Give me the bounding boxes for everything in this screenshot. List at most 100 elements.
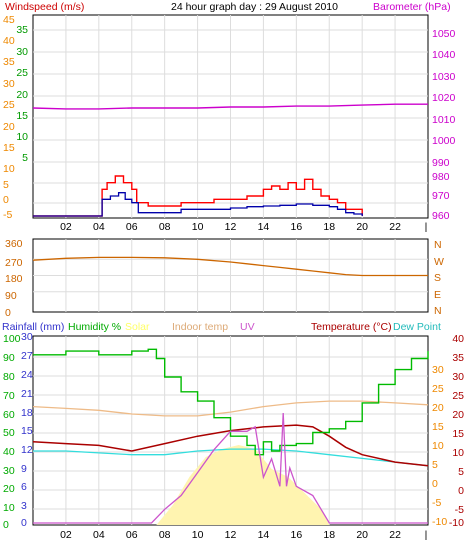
temperature-tick-label: 5 (458, 466, 464, 478)
temperature-tick-label: 20 (452, 409, 464, 421)
temperature-tick-label: -5 (455, 504, 464, 516)
indoor-temp-tick-label: -5 (432, 497, 441, 509)
wind-tick-label: 10 (16, 131, 28, 143)
legend-uv: UV (240, 321, 255, 333)
humidity-tick-label: 50 (3, 427, 15, 439)
x-tick-label: 14 (258, 221, 270, 233)
wind-tick-label: 10 (3, 163, 15, 175)
x-tick-label: 10 (192, 529, 204, 541)
compass-tick-label: N (434, 305, 442, 317)
panel1-left-ticks-orange: 45 40 35 30 25 20 15 10 5 0 -5 (3, 14, 15, 221)
x-tick-label: 02 (60, 221, 72, 233)
humidity-tick-label: 30 (3, 465, 15, 477)
wind-tick-label: 40 (3, 35, 15, 47)
rain-tick-label: 18 (21, 407, 33, 419)
solar-area (156, 445, 330, 525)
x-tick-label: 08 (159, 529, 171, 541)
wind-tick-label: 30 (16, 46, 28, 58)
temperature-tick-label: 35 (452, 352, 464, 364)
x-tick-label: 20 (356, 221, 368, 233)
wind-barometer-panel: Windspeed (m/s) 24 hour graph day : 29 A… (3, 1, 456, 233)
legend-dew-point: Dew Point (393, 321, 441, 333)
barometer-tick-label: 960 (432, 210, 450, 222)
temperature-series (32, 424, 429, 467)
barometer-tick-label: 1000 (432, 135, 456, 147)
temperature-tick-label: 25 (452, 390, 464, 402)
indoor-temp-tick-label: 5 (432, 459, 438, 471)
barometer-tick-label: 980 (432, 171, 450, 183)
windspeed-label: Windspeed (m/s) (5, 1, 84, 13)
x-tick-label: | (425, 221, 428, 233)
panel1-right-ticks: 1050 1040 1030 1020 1010 1000 990 980 970 960 (432, 28, 456, 222)
panel1-left-ticks-green: 35 30 25 20 15 10 5 (16, 24, 28, 164)
rain-tick-label: 21 (21, 388, 33, 400)
wind-tick-label: 35 (3, 56, 15, 68)
direction-tick-label: 180 (5, 273, 23, 285)
legend-humidity: Humidity % (68, 321, 121, 333)
wind-direction-series (32, 256, 428, 277)
indoor-temp-tick-label: 0 (432, 478, 438, 490)
x-tick-label: 16 (290, 529, 302, 541)
direction-tick-label: 270 (5, 257, 23, 269)
x-tick-label: 18 (323, 529, 335, 541)
x-tick-label: 20 (356, 529, 368, 541)
panel3-ticks-temp-orange: 30 25 20 15 10 5 0 -5 -10 (432, 364, 447, 528)
x-tick-label: 12 (225, 221, 237, 233)
legend-indoor-temp: Indoor temp (172, 321, 228, 333)
temperature-tick-label: 10 (452, 447, 464, 459)
wind-tick-label: -5 (3, 209, 12, 221)
humidity-tick-label: 80 (3, 371, 15, 383)
indoor-temp-tick-label: -10 (432, 516, 447, 528)
wind-tick-label: 45 (3, 14, 15, 26)
humidity-tick-label: 70 (3, 390, 15, 402)
wind-tick-label: 30 (3, 78, 15, 90)
x-tick-label: 22 (389, 221, 401, 233)
x-tick-label: 22 (389, 529, 401, 541)
wind-tick-label: 20 (16, 89, 28, 101)
barometer-tick-label: 1040 (432, 49, 456, 61)
legend-solar: Solar (125, 321, 150, 333)
dew-point-series (33, 448, 429, 467)
x-tick-label: 06 (126, 529, 138, 541)
x-tick-label: 04 (93, 529, 105, 541)
x-tick-label: 14 (258, 529, 270, 541)
barometer-tick-label: 1010 (432, 114, 456, 126)
x-tick-label: 18 (323, 221, 335, 233)
wind-average-series (33, 192, 363, 217)
x-tick-label: 04 (93, 221, 105, 233)
temperature-tick-label: 0 (458, 485, 464, 497)
barometer-tick-label: 1030 (432, 71, 456, 83)
compass-tick-label: S (434, 272, 441, 284)
wind-tick-label: 25 (16, 67, 28, 79)
rain-tick-label: 27 (21, 350, 33, 362)
x-tick-label: 10 (192, 221, 204, 233)
indoor-temp-tick-label: 20 (432, 402, 444, 414)
barometer-label: Barometer (hPa) (373, 1, 451, 13)
wind-gust-series (33, 175, 363, 217)
rain-tick-label: 30 (21, 331, 33, 343)
x-tick-label: 16 (290, 221, 302, 233)
rain-tick-label: 24 (21, 369, 33, 381)
temperature-panel: Rainfall (mm) Humidity % Solar Indoor te… (2, 321, 464, 541)
panel3-ticks-temp-red: 40 35 30 25 20 15 10 5 0 -5-10 (449, 333, 464, 529)
legend-rainfall: Rainfall (mm) (2, 321, 64, 333)
rain-tick-label: 3 (21, 500, 27, 512)
x-tick-label: 08 (159, 221, 171, 233)
barometer-series (32, 103, 428, 110)
indoor-temp-tick-label: 30 (432, 364, 444, 376)
uv-series (33, 412, 428, 524)
wind-tick-label: 15 (3, 142, 15, 154)
direction-tick-label: 0 (5, 307, 11, 319)
humidity-tick-label: 10 (3, 502, 15, 514)
wind-tick-label: 5 (3, 179, 9, 191)
x-tick-label: 06 (126, 221, 138, 233)
temperature-tick-label: -10 (449, 517, 464, 529)
rain-tick-label: 12 (21, 444, 33, 456)
humidity-tick-label: 0 (3, 519, 9, 531)
humidity-series (33, 348, 429, 456)
wind-tick-label: 25 (3, 99, 15, 111)
humidity-tick-label: 40 (3, 446, 15, 458)
panel1-plot (32, 14, 429, 219)
